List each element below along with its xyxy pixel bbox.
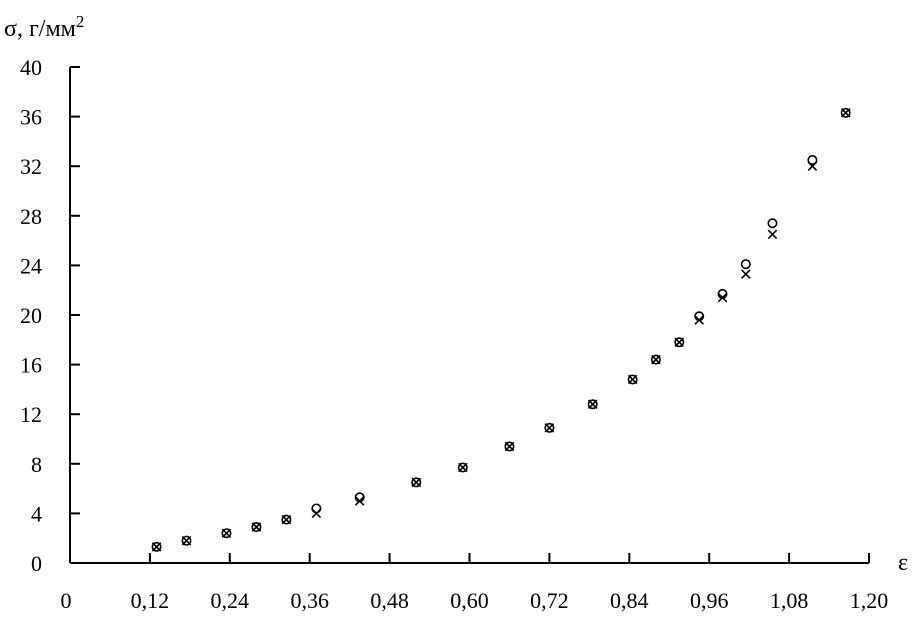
cross-point bbox=[741, 269, 751, 279]
x-tick-label: 0,96 bbox=[690, 588, 729, 613]
circle-point bbox=[504, 441, 515, 452]
circle-point bbox=[740, 259, 751, 270]
y-tick-label: 20 bbox=[20, 303, 42, 328]
cross-point bbox=[627, 374, 638, 385]
data-points bbox=[151, 107, 851, 552]
circle-point bbox=[544, 422, 555, 433]
x-tick-label: 0,24 bbox=[211, 588, 250, 613]
cross-point bbox=[221, 528, 232, 539]
x-tick-label: 0,72 bbox=[530, 588, 569, 613]
circle-point bbox=[627, 374, 638, 385]
circle-point bbox=[674, 337, 685, 348]
circle-point bbox=[281, 514, 292, 525]
cross-point bbox=[694, 315, 704, 325]
cross-point bbox=[767, 229, 778, 240]
x-tick-label: 0 bbox=[61, 588, 72, 613]
x-tick-label: 1,08 bbox=[770, 588, 809, 613]
circle-point bbox=[181, 535, 192, 546]
cross-point bbox=[717, 292, 728, 303]
x-axis-title: ε bbox=[898, 550, 908, 576]
y-tick-label: 16 bbox=[20, 353, 42, 378]
x-tick-label: 0,84 bbox=[610, 588, 649, 613]
circle-point bbox=[221, 528, 232, 539]
y-tick-label: 36 bbox=[20, 105, 42, 130]
x-tick-label: 0,48 bbox=[370, 588, 409, 613]
y-tick-label: 24 bbox=[20, 253, 42, 278]
y-tick-label: 32 bbox=[20, 154, 42, 179]
x-tick-label: 1,20 bbox=[850, 588, 889, 613]
x-tick-label: 0,60 bbox=[450, 588, 489, 613]
y-tick-label: 0 bbox=[31, 551, 42, 576]
cross-point bbox=[251, 522, 262, 532]
cross-point bbox=[411, 477, 421, 488]
circle-point bbox=[251, 522, 262, 533]
y-tick-label: 4 bbox=[31, 501, 42, 526]
circle-point bbox=[457, 462, 468, 473]
x-tick-label: 0,12 bbox=[131, 588, 170, 613]
cross-point bbox=[458, 462, 468, 473]
cross-point bbox=[651, 354, 661, 365]
y-tick-label: 12 bbox=[20, 402, 42, 427]
cross-point bbox=[281, 514, 292, 525]
circle-point bbox=[650, 354, 661, 365]
y-tick-label: 40 bbox=[20, 55, 42, 80]
y-tick-label: 28 bbox=[20, 204, 42, 229]
y-axis-title: σ, г/мм2 bbox=[4, 12, 84, 42]
x-tick-label: 0,36 bbox=[290, 588, 329, 613]
x-axis: 0 0,12 0,24 0,36 0,48 0,60 0,72 0,84 0,96 1,08 1,2… bbox=[61, 553, 889, 613]
circle-point bbox=[807, 155, 818, 166]
cross-point bbox=[544, 423, 555, 433]
circle-point bbox=[587, 399, 598, 410]
cross-point bbox=[354, 496, 365, 506]
y-tick-label: 8 bbox=[31, 452, 42, 477]
cross-point bbox=[807, 161, 818, 171]
circle-point bbox=[840, 107, 851, 118]
cross-point bbox=[840, 108, 851, 118]
cross-point bbox=[181, 535, 192, 546]
cross-point bbox=[674, 337, 685, 348]
circle-point bbox=[767, 218, 778, 229]
circle-point bbox=[151, 541, 162, 552]
cross-point bbox=[504, 441, 515, 452]
cross-point bbox=[587, 399, 598, 410]
y-axis: 0 4 8 12 16 20 24 28 32 36 40 bbox=[20, 55, 80, 576]
circle-point bbox=[411, 477, 422, 488]
cross-point bbox=[151, 542, 162, 552]
cross-point bbox=[311, 508, 322, 519]
